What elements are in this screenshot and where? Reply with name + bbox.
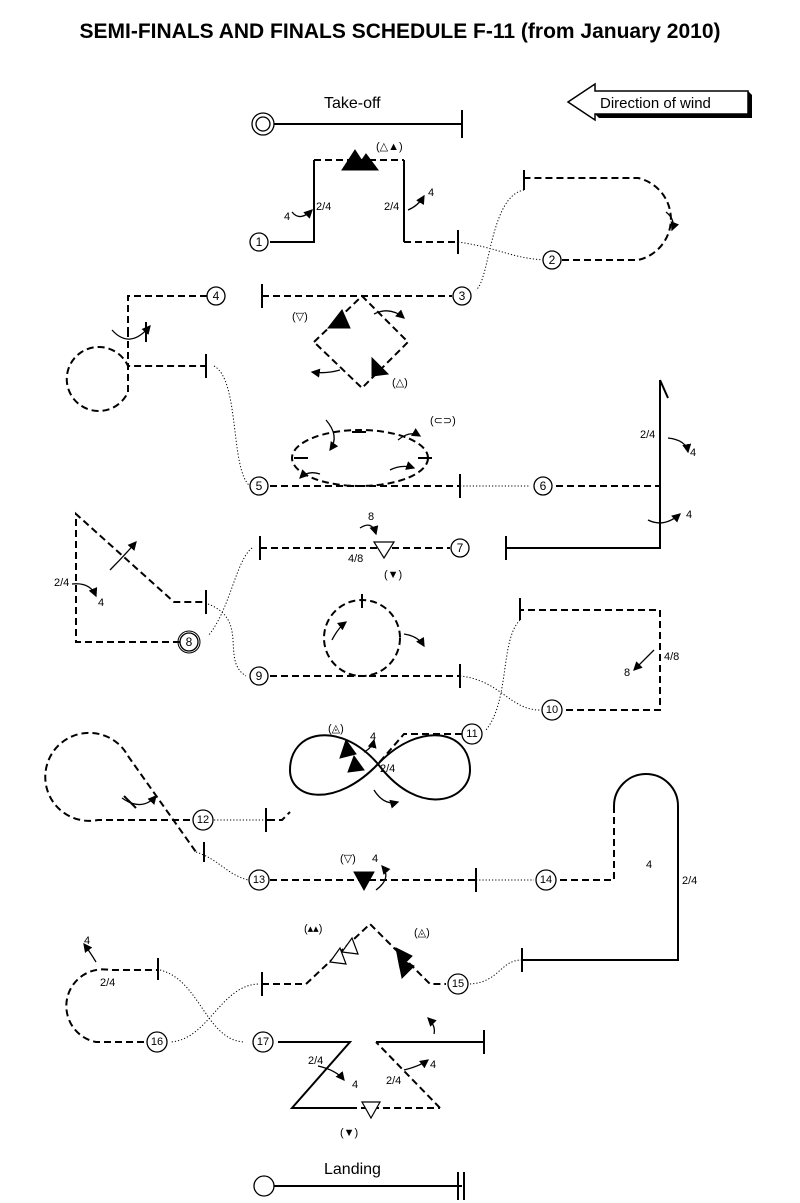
svg-text:2/4: 2/4 [384, 201, 399, 213]
manoeuvre-15: (▴▴) (◬) [261, 922, 523, 996]
svg-text:11: 11 [466, 728, 477, 740]
svg-text:4: 4 [213, 289, 220, 303]
svg-text:2/4: 2/4 [380, 763, 395, 775]
manoeuvre-8 [71, 511, 247, 677]
svg-text:8: 8 [186, 635, 193, 649]
station-2: 2 [542, 250, 562, 270]
svg-text:4: 4 [428, 187, 434, 199]
station-9: 9 [249, 666, 269, 686]
svg-text:3: 3 [459, 289, 466, 303]
svg-text:2/4: 2/4 [386, 1075, 401, 1087]
manoeuvre-5: (⊂⊃) [270, 415, 461, 498]
station-12: 12 [192, 809, 214, 831]
station-3: 3 [452, 286, 472, 306]
svg-text:4: 4 [352, 1079, 358, 1091]
svg-text:(▼): (▼) [384, 569, 402, 581]
svg-text:(◬): (◬) [328, 723, 344, 735]
svg-text:5: 5 [256, 479, 263, 493]
manoeuvre-13: (▽) [270, 853, 477, 892]
manoeuvre-4 [65, 295, 251, 487]
svg-text:4: 4 [686, 509, 692, 521]
svg-text:(⊂⊃): (⊂⊃) [430, 415, 456, 427]
svg-text:(▼): (▼) [340, 1127, 358, 1139]
svg-text:4: 4 [84, 935, 90, 947]
svg-text:2/4: 2/4 [100, 977, 115, 989]
svg-text:6: 6 [540, 479, 547, 493]
svg-text:16: 16 [151, 1036, 163, 1048]
svg-text:4: 4 [372, 853, 378, 865]
svg-text:14: 14 [540, 874, 552, 886]
svg-text:10: 10 [546, 704, 558, 716]
manoeuvre-11: (◬) [288, 723, 472, 809]
manoeuvre-12 [44, 731, 291, 881]
svg-text:12: 12 [197, 814, 209, 826]
takeoff-line: Take-off [251, 95, 463, 138]
svg-text:(◬): (◬) [414, 927, 430, 939]
svg-text:2/4: 2/4 [640, 429, 655, 441]
manoeuvre-17: (▼) [278, 1017, 485, 1139]
wind-direction-arrow: Direction of wind [566, 82, 752, 122]
svg-text:2/4: 2/4 [682, 875, 697, 887]
station-10: 10 [541, 699, 563, 721]
roll-annotations: 2/4 2/4 4 4 2/4 4 4 4/8 8 2/4 4 4/8 8 2/… [54, 187, 697, 1091]
svg-text:7: 7 [457, 541, 464, 555]
svg-text:(△): (△) [392, 377, 408, 389]
takeoff-label: Take-off [324, 95, 381, 112]
station-16: 16 [146, 1031, 168, 1053]
manoeuvre-6 [460, 379, 692, 560]
svg-text:4: 4 [98, 597, 104, 609]
station-14: 14 [535, 869, 557, 891]
station-15: 15 [447, 973, 469, 995]
svg-text:1: 1 [256, 235, 263, 249]
station-8: 8 [177, 630, 201, 654]
svg-text:8: 8 [368, 511, 374, 523]
station-13: 13 [248, 869, 270, 891]
svg-text:(▽): (▽) [340, 853, 356, 865]
manoeuvre-16 [65, 942, 259, 1043]
station-11: 11 [461, 723, 483, 745]
manoeuvre-3: (▽) (△) [261, 284, 452, 390]
manoeuvre-2 [457, 170, 680, 291]
station-7: 7 [450, 538, 470, 558]
svg-text:4/8: 4/8 [348, 553, 363, 565]
svg-text:(▴▴): (▴▴) [304, 923, 322, 935]
landing-line: Landing [253, 1161, 465, 1200]
station-5: 5 [249, 476, 269, 496]
svg-text:4: 4 [646, 859, 652, 871]
station-markers: 1 2 3 4 5 6 7 8 9 10 11 12 13 14 15 16 1… [146, 232, 563, 1053]
svg-text:(△▲): (△▲) [376, 141, 403, 153]
svg-text:9: 9 [256, 669, 263, 683]
svg-text:2/4: 2/4 [54, 577, 69, 589]
svg-text:2/4: 2/4 [308, 1055, 323, 1067]
station-6: 6 [533, 476, 553, 496]
manoeuvre-1: (△▲) [270, 141, 459, 254]
svg-text:2/4: 2/4 [316, 201, 331, 213]
svg-text:4: 4 [690, 447, 696, 459]
station-17: 17 [252, 1031, 274, 1053]
page-title: SEMI-FINALS AND FINALS SCHEDULE F-11 (fr… [79, 20, 721, 43]
station-4: 4 [206, 286, 226, 306]
manoeuvre-10 [459, 598, 661, 731]
svg-text:15: 15 [452, 978, 464, 990]
landing-label: Landing [324, 1161, 381, 1178]
station-1: 1 [249, 232, 269, 252]
svg-text:13: 13 [253, 874, 265, 886]
wind-label: Direction of wind [600, 95, 711, 112]
svg-text:17: 17 [257, 1036, 269, 1048]
manoeuvre-14 [476, 773, 679, 972]
svg-text:2: 2 [549, 253, 556, 267]
manoeuvre-9 [270, 594, 461, 688]
svg-text:4/8: 4/8 [664, 651, 679, 663]
svg-text:4: 4 [430, 1059, 436, 1071]
svg-text:4: 4 [284, 211, 290, 223]
svg-text:(▽): (▽) [292, 311, 308, 323]
svg-text:4: 4 [370, 731, 376, 743]
svg-text:8: 8 [624, 667, 630, 679]
manoeuvre-7: (▼) [207, 524, 450, 637]
